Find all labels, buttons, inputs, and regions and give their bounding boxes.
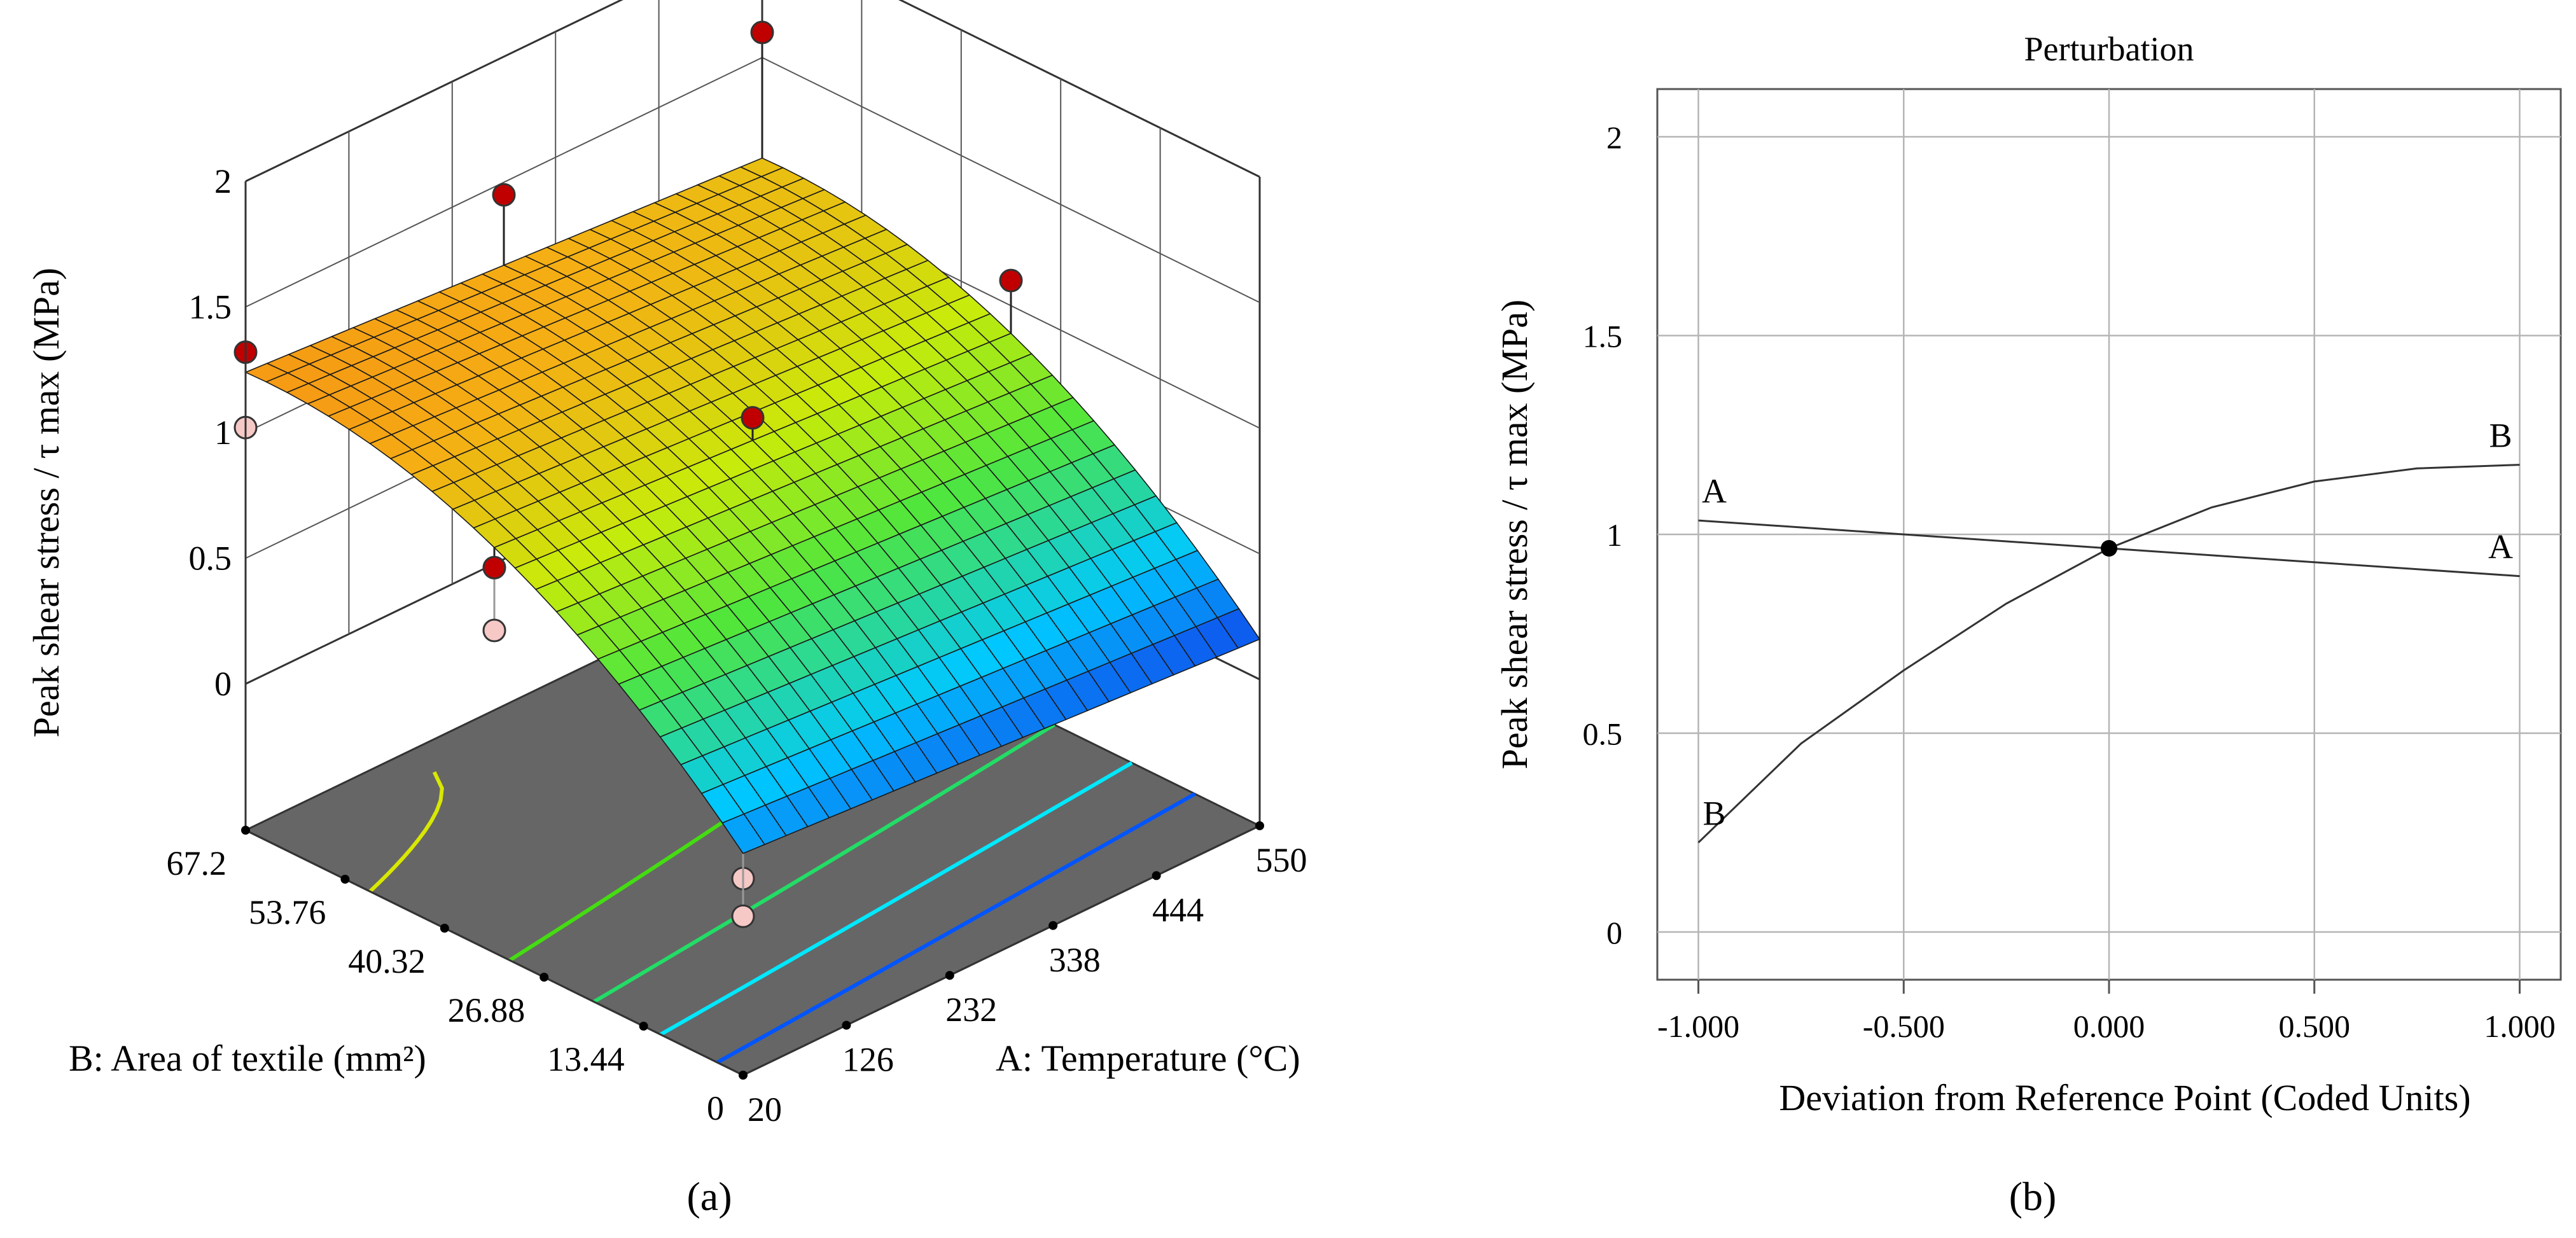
b-series-lines: A A B B — [1697, 417, 2520, 844]
b-title: Perturbation — [2024, 30, 2194, 68]
a-ytick-mark — [540, 973, 549, 982]
a-ztick-label: 0.5 — [189, 539, 232, 578]
a-ytick-label: 53.76 — [249, 893, 326, 931]
b-series-label-end: B — [2489, 417, 2512, 455]
a-xtick-mark — [1048, 921, 1058, 930]
b-ytick-label: 1.5 — [1583, 319, 1623, 354]
a-yaxis-line — [245, 829, 744, 1076]
a-ztick-label: 0 — [214, 665, 232, 703]
a-xtick-label: 126 — [842, 1041, 894, 1079]
b-ytick-label: 0.5 — [1583, 716, 1623, 752]
b-xtick-label: 0.000 — [2073, 1008, 2145, 1044]
b-reference-point — [2101, 539, 2117, 557]
b-xtick-label: 1.000 — [2484, 1008, 2556, 1044]
b-panel-label: (b) — [2009, 1174, 2057, 1219]
a-response-surface — [244, 157, 1261, 854]
a-ytick-label: 13.44 — [547, 1040, 625, 1078]
a-xtick-label: 232 — [945, 991, 997, 1029]
a-ytick-label: 40.32 — [348, 942, 426, 980]
b-xaxis-label: Deviation from Reference Point (Coded Un… — [1779, 1077, 2470, 1118]
b-xtick-label: -1.000 — [1657, 1008, 1739, 1044]
a-floor-contour — [716, 792, 1196, 1064]
a-surface-cell — [721, 813, 766, 854]
a-ytick-mark — [440, 924, 449, 933]
a-ytick-mark — [739, 1071, 748, 1080]
a-ytick-label: 67.2 — [167, 844, 227, 882]
a-xtick-label: 444 — [1152, 891, 1204, 929]
b-xtick-label: 0.500 — [2278, 1008, 2350, 1044]
b-ytick-label: 0 — [1606, 915, 1622, 950]
a-design-point — [750, 20, 774, 45]
a-design-point — [482, 618, 506, 643]
a-ytick-mark — [340, 875, 350, 884]
a-design-point — [482, 555, 506, 580]
b-yaxis-label: Peak shear stress / τ max (MPa) — [1494, 300, 1535, 769]
a-design-point — [492, 183, 516, 207]
a-floor-contour — [368, 771, 444, 893]
b-series-label-start: B — [1703, 794, 1726, 832]
panel-b-perturbation-plot: A A B B -1.000 -0.500 0.000 0.500 1.000 0 0.5 1 1.5… — [1494, 30, 2562, 1219]
a-box-edge — [245, 0, 623, 183]
b-ytick-label: 1 — [1606, 517, 1622, 553]
a-floor-contour — [593, 723, 1055, 1004]
a-ytick-mark — [639, 1022, 648, 1031]
a-panel-label: (a) — [686, 1174, 732, 1219]
a-xaxis-label: A: Temperature (°C) — [996, 1038, 1300, 1079]
a-ytick-mark — [241, 826, 250, 835]
a-xtick-mark — [1255, 821, 1264, 830]
a-design-point — [731, 904, 755, 928]
b-series-label-start: A — [1702, 472, 1727, 510]
a-xtick-mark — [842, 1020, 851, 1030]
a-ztick-label: 1.5 — [189, 288, 232, 326]
a-ytick-label: 26.88 — [448, 991, 526, 1029]
a-yaxis-label: B: Area of textile (mm²) — [69, 1038, 426, 1079]
a-box-edge — [898, 0, 1260, 178]
a-axes: 0 0.5 1 1.5 2 20 126 232 338 444 550 0 13.44 26.88 40.… — [167, 162, 1307, 1129]
a-xtick-label: 338 — [1049, 941, 1101, 979]
b-ytick-label: 2 — [1606, 120, 1622, 155]
panel-a-surface-plot: 0 0.5 1 1.5 2 20 126 232 338 444 550 0 13.44 26.88 40.… — [25, 0, 1307, 1219]
a-xtick-mark — [945, 971, 954, 980]
a-zaxis-label: Peak shear stress / τ max (MPa) — [25, 268, 67, 737]
a-xaxis-line — [742, 824, 1260, 1076]
a-ztick-label: 1 — [214, 414, 232, 452]
b-series-label-end: A — [2488, 528, 2513, 566]
b-xtick-label: -0.500 — [1863, 1008, 1945, 1044]
a-xtick-label: 550 — [1256, 841, 1307, 879]
a-ztick-label: 2 — [214, 162, 232, 200]
b-gridlines — [1657, 89, 2561, 980]
a-xtick-mark — [1152, 871, 1161, 880]
a-design-points-below — [233, 372, 755, 928]
a-design-point — [999, 268, 1023, 293]
b-tick-labels: -1.000 -0.500 0.000 0.500 1.000 0 0.5 1 1.5 2 — [1583, 120, 2556, 1044]
a-floor-contour — [659, 761, 1133, 1036]
a-ytick-label: 0 — [707, 1089, 724, 1127]
a-xtick-label: 20 — [748, 1090, 782, 1129]
a-design-point — [741, 406, 765, 430]
